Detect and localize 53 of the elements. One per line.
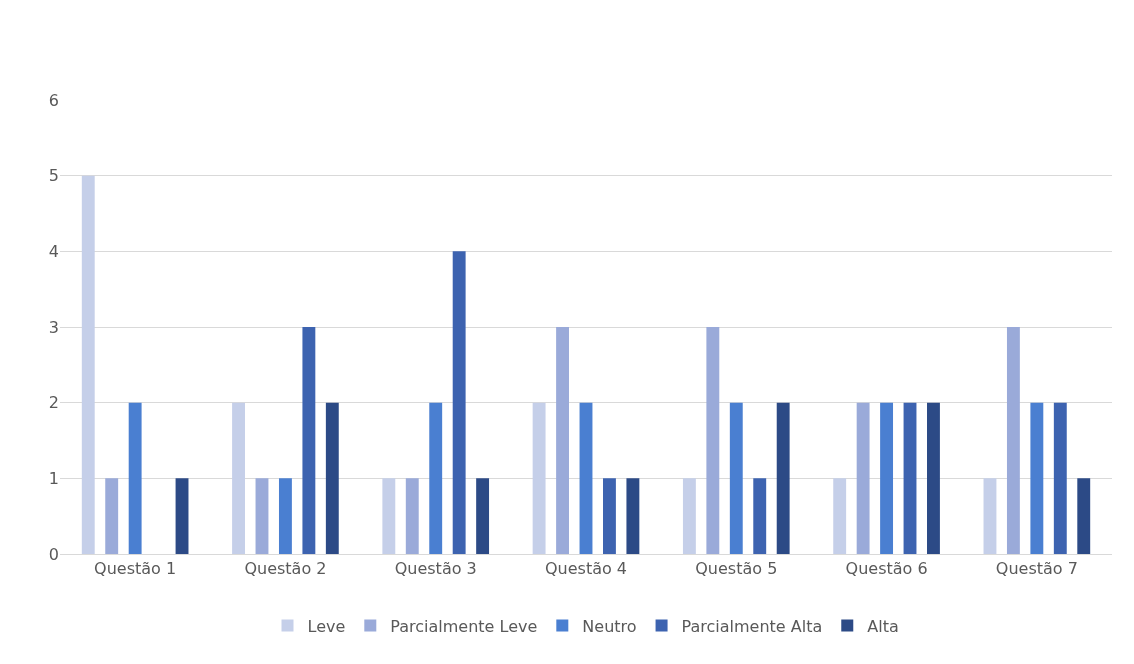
legend-label: Neutro (582, 616, 637, 636)
x-tick-label: Questão 2 (244, 559, 327, 579)
legend-label: Parcialmente Leve (390, 616, 538, 636)
bar (175, 478, 189, 554)
bar (1077, 478, 1091, 554)
bar (429, 402, 443, 554)
legend-label: Alta (867, 616, 899, 636)
bar (255, 478, 269, 554)
bar (729, 402, 743, 554)
bar (1053, 402, 1067, 554)
x-tick-label: Questão 5 (695, 559, 778, 579)
bar (983, 478, 997, 554)
bar (382, 478, 396, 554)
x-tick-label: Questão 4 (544, 559, 628, 579)
bar (706, 327, 720, 554)
bar (556, 327, 569, 554)
bar (833, 478, 847, 554)
bar (776, 402, 790, 554)
bar (1030, 402, 1044, 554)
bar (405, 478, 419, 554)
x-tick-label: Questão 7 (995, 559, 1078, 579)
y-tick-label: 2 (48, 393, 59, 413)
bar (579, 402, 593, 554)
y-tick-label: 3 (48, 317, 59, 337)
bar (927, 402, 940, 554)
x-tick-label: Questão 1 (94, 559, 177, 579)
x-tick-label: Questão 6 (845, 559, 928, 579)
y-tick-label: 4 (48, 241, 59, 261)
bar (325, 402, 339, 554)
bar (532, 402, 546, 554)
bar (903, 402, 917, 554)
y-tick-label: 1 (48, 468, 59, 488)
bar (128, 402, 142, 554)
bar (682, 478, 696, 554)
bar (1006, 327, 1020, 554)
bar (856, 402, 870, 554)
bar (603, 478, 616, 554)
bar (278, 478, 292, 554)
bar (476, 478, 490, 554)
bar (302, 327, 316, 554)
bar (232, 402, 245, 554)
legend-label: Parcialmente Alta (681, 616, 823, 636)
bar (880, 402, 894, 554)
bar (81, 175, 95, 554)
x-tick-label: Questão 3 (394, 559, 477, 579)
bar (753, 478, 767, 554)
y-tick-label: 0 (48, 544, 59, 564)
bar (452, 251, 466, 554)
y-tick-label: 5 (48, 166, 59, 186)
legend-label: Leve (307, 616, 346, 636)
bar (105, 478, 119, 554)
y-tick-label: 6 (48, 90, 59, 110)
bar (626, 478, 640, 554)
